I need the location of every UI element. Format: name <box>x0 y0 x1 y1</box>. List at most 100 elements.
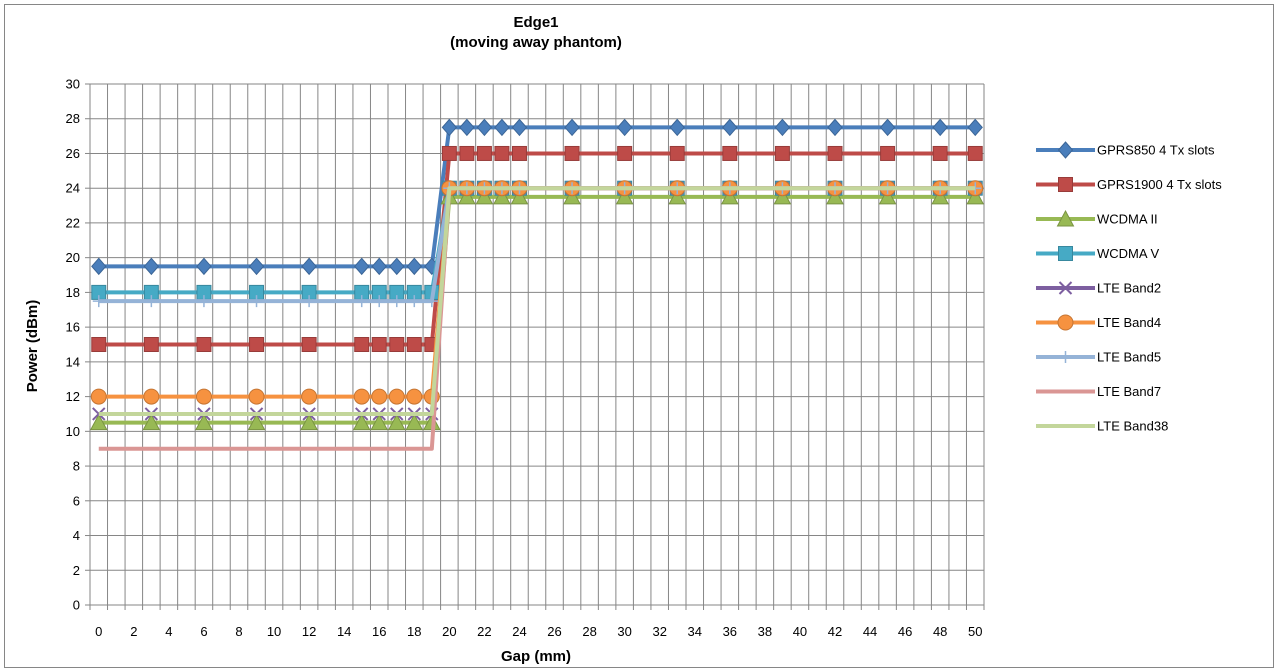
y-axis-title: Power (dBm) <box>24 300 41 393</box>
x-tick-label: 14 <box>337 624 351 639</box>
data-point <box>668 187 687 205</box>
x-tick-label: 32 <box>652 624 666 639</box>
data-point <box>966 187 985 205</box>
legend-marker <box>1056 209 1075 227</box>
data-point <box>615 187 634 205</box>
data-point <box>493 187 511 205</box>
x-tick-label: 34 <box>688 624 702 639</box>
data-point <box>441 145 457 161</box>
data-point <box>722 118 738 137</box>
data-point <box>511 118 528 137</box>
data-point <box>722 145 738 161</box>
y-tick-label: 24 <box>66 181 80 196</box>
legend-marker <box>1058 177 1073 192</box>
data-point <box>564 118 580 137</box>
data-point <box>248 257 265 276</box>
data-point <box>459 118 475 137</box>
legend-marker <box>1057 314 1074 331</box>
legend-label: GPRS1900 4 Tx slots <box>1097 177 1222 192</box>
legend-label: LTE Band2 <box>1097 281 1161 296</box>
data-point <box>669 118 685 137</box>
data-point <box>143 388 160 405</box>
x-tick-label: 46 <box>898 624 912 639</box>
data-point <box>91 337 107 352</box>
data-point <box>878 187 897 205</box>
x-tick-label: 2 <box>130 624 137 639</box>
data-point <box>932 118 948 137</box>
data-point <box>373 295 386 308</box>
data-point <box>774 118 791 137</box>
data-point <box>494 145 510 161</box>
data-point <box>617 145 633 161</box>
data-point <box>773 187 792 205</box>
legend-entry-3: WCDMA II <box>1036 209 1158 227</box>
data-point <box>425 295 438 308</box>
data-point <box>301 388 318 405</box>
x-tick-label: 0 <box>95 624 102 639</box>
data-point <box>371 257 387 276</box>
x-tick-label: 4 <box>165 624 172 639</box>
data-point <box>720 187 739 205</box>
data-point <box>247 413 266 431</box>
data-point <box>458 187 476 205</box>
chart-title: Edge1 <box>513 14 558 31</box>
data-point <box>145 295 158 308</box>
legend-entry-2: GPRS1900 4 Tx slots <box>1036 177 1222 192</box>
data-point <box>511 145 527 161</box>
data-point <box>931 187 950 205</box>
series-2 <box>91 145 983 352</box>
data-point <box>880 145 896 161</box>
y-tick-label: 20 <box>66 250 80 265</box>
data-point <box>827 145 843 161</box>
data-point <box>352 413 371 431</box>
data-point <box>967 145 983 161</box>
data-point <box>142 413 161 431</box>
data-point <box>197 295 210 308</box>
data-point <box>301 257 317 276</box>
legend-label: LTE Band38 <box>1097 419 1168 434</box>
x-tick-label: 30 <box>617 624 631 639</box>
data-point <box>354 257 370 276</box>
data-point <box>143 257 160 276</box>
x-tick-label: 48 <box>933 624 947 639</box>
data-point <box>563 187 581 205</box>
data-point <box>389 257 405 276</box>
y-tick-label: 22 <box>66 215 80 230</box>
data-point <box>353 388 370 405</box>
legend-marker <box>1057 141 1074 159</box>
data-point <box>355 295 368 308</box>
series-4 <box>91 180 983 300</box>
legend-marker <box>1059 351 1072 363</box>
legend-entry-7: LTE Band5 <box>1036 350 1161 365</box>
legend-label: LTE Band7 <box>1097 384 1161 399</box>
data-point <box>143 337 159 352</box>
legend-label: WCDMA II <box>1097 212 1158 227</box>
y-tick-label: 12 <box>66 389 80 404</box>
y-tick-label: 0 <box>73 598 80 613</box>
y-tick-label: 16 <box>66 320 80 335</box>
y-tick-label: 14 <box>66 354 80 369</box>
data-point <box>389 337 405 352</box>
legend-entry-5: LTE Band2 <box>1036 281 1161 296</box>
series-7 <box>92 182 982 308</box>
y-tick-label: 30 <box>66 77 80 92</box>
data-point <box>967 118 983 137</box>
line-chart: Edge1 (moving away phantom) 024681012141… <box>24 14 1222 665</box>
data-point <box>248 388 265 405</box>
data-point <box>354 337 370 352</box>
data-point <box>390 295 403 308</box>
chart-subtitle: (moving away phantom) <box>450 34 622 51</box>
series-9 <box>98 186 976 416</box>
x-tick-label: 8 <box>235 624 242 639</box>
data-point <box>91 257 107 276</box>
series-line <box>98 151 976 347</box>
data-point <box>92 295 105 308</box>
series-line <box>98 186 976 416</box>
series-group <box>89 118 985 451</box>
data-point <box>476 145 492 161</box>
x-tick-label: 44 <box>863 624 877 639</box>
data-point <box>195 413 213 431</box>
data-point <box>406 388 423 405</box>
x-tick-label: 24 <box>512 624 526 639</box>
data-point <box>669 145 685 161</box>
